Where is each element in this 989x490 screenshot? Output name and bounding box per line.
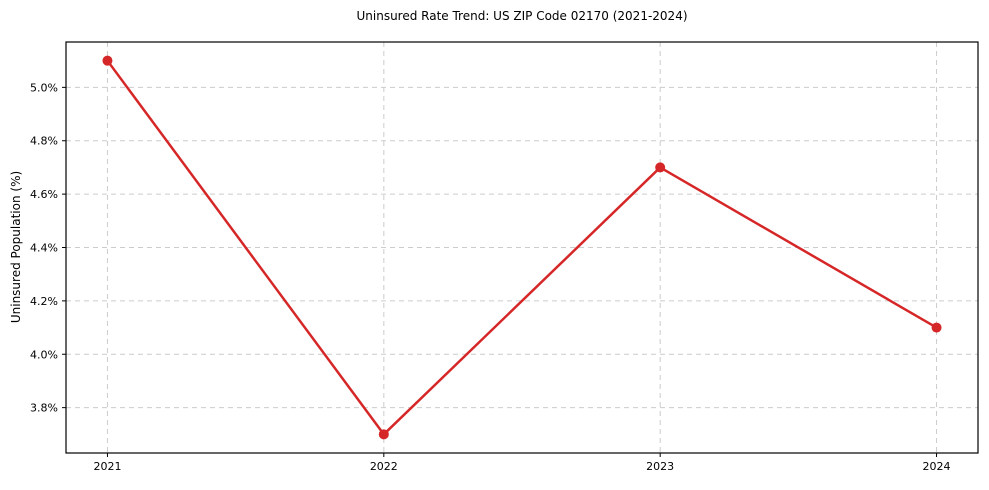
y-tick-label: 4.0% [30, 348, 58, 361]
y-tick-label: 4.8% [30, 135, 58, 148]
x-tick-label: 2023 [646, 460, 674, 473]
trend-line [106, 59, 938, 436]
data-point-marker [931, 322, 942, 333]
data-point-marker [378, 429, 389, 440]
y-tick-label: 3.8% [30, 402, 58, 415]
x-tick-label: 2021 [93, 460, 121, 473]
data-point-marker [655, 162, 666, 173]
y-tick-label: 4.2% [30, 295, 58, 308]
data-point-marker [102, 55, 113, 66]
y-tick-label: 4.6% [30, 188, 58, 201]
x-tick-label: 2022 [370, 460, 398, 473]
chart-title: Uninsured Rate Trend: US ZIP Code 02170 … [356, 9, 688, 23]
y-tick-label: 4.4% [30, 242, 58, 255]
x-tick-label: 2024 [923, 460, 951, 473]
y-tick-label: 5.0% [30, 81, 58, 94]
